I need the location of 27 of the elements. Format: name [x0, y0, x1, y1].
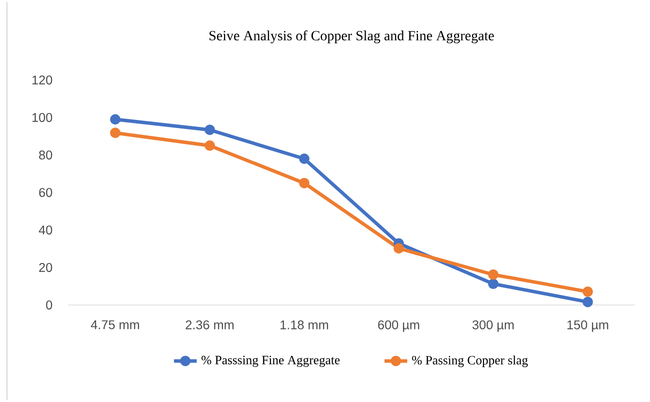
legend-label: % Passsing Fine Aggregate — [202, 356, 340, 367]
point — [299, 154, 310, 164]
x-tick-label: 4.75 mm — [90, 320, 140, 330]
chart-title: Seive Analysis of Copper Slag and Fine Aggregate — [210, 30, 494, 44]
legend-label: % Passing Copper slag — [412, 356, 528, 368]
y-tick-label: 20 — [39, 263, 52, 272]
x-tick-label: 1.18 mm — [280, 320, 328, 330]
y-tick-label: 0 — [46, 300, 52, 310]
x-tick-label: 150 µm — [567, 320, 608, 332]
y-tick-label: 80 — [39, 150, 52, 160]
point — [394, 243, 404, 254]
point — [488, 269, 498, 280]
y-tick-label: 40 — [38, 226, 52, 234]
x-tick-label: 600 µm — [378, 320, 420, 332]
x-tick-label: 2.36 mm — [186, 320, 234, 330]
point — [110, 128, 120, 138]
point — [299, 178, 310, 188]
x-tick-label: 300 µm — [472, 320, 514, 332]
y-tick-label: 100 — [32, 113, 52, 122]
point — [488, 278, 498, 290]
y-tick-label: 120 — [32, 76, 52, 84]
point — [204, 124, 215, 136]
point — [582, 286, 593, 297]
point — [204, 140, 215, 151]
point — [582, 296, 593, 308]
y-tick-label: 60 — [39, 188, 52, 197]
point — [110, 114, 120, 125]
